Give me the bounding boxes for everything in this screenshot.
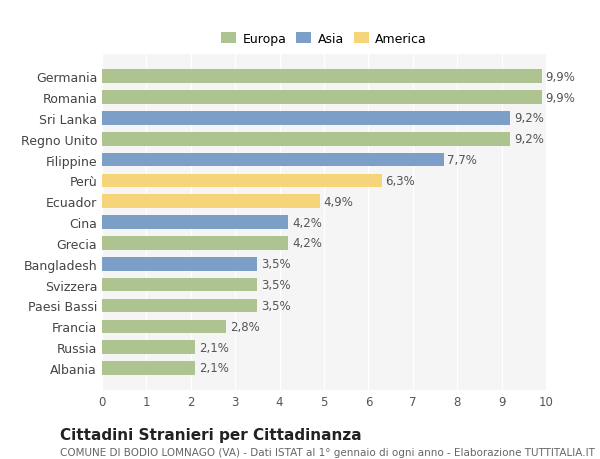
Text: COMUNE DI BODIO LOMNAGO (VA) - Dati ISTAT al 1° gennaio di ogni anno - Elaborazi: COMUNE DI BODIO LOMNAGO (VA) - Dati ISTA… — [60, 448, 595, 458]
Bar — [102, 299, 257, 313]
Text: 4,2%: 4,2% — [292, 237, 322, 250]
Bar — [102, 216, 289, 230]
Bar — [102, 174, 382, 188]
Text: 9,9%: 9,9% — [545, 91, 575, 104]
Bar — [102, 341, 195, 354]
Text: 2,8%: 2,8% — [230, 320, 260, 333]
Bar — [102, 278, 257, 292]
Text: 2,1%: 2,1% — [199, 341, 229, 354]
Text: 3,5%: 3,5% — [261, 257, 290, 271]
Text: 9,9%: 9,9% — [545, 71, 575, 84]
Bar — [102, 320, 226, 333]
Bar — [102, 153, 444, 167]
Bar — [102, 133, 511, 146]
Bar — [102, 237, 289, 250]
Text: 7,7%: 7,7% — [448, 154, 478, 167]
Text: 2,1%: 2,1% — [199, 362, 229, 375]
Text: 4,2%: 4,2% — [292, 216, 322, 229]
Text: 9,2%: 9,2% — [514, 112, 544, 125]
Text: Cittadini Stranieri per Cittadinanza: Cittadini Stranieri per Cittadinanza — [60, 427, 362, 442]
Bar — [102, 361, 195, 375]
Text: 6,3%: 6,3% — [385, 174, 415, 188]
Legend: Europa, Asia, America: Europa, Asia, America — [216, 28, 432, 51]
Text: 9,2%: 9,2% — [514, 133, 544, 146]
Text: 3,5%: 3,5% — [261, 299, 290, 312]
Text: 3,5%: 3,5% — [261, 279, 290, 291]
Bar — [102, 195, 320, 208]
Bar — [102, 91, 542, 105]
Bar — [102, 112, 511, 125]
Bar — [102, 70, 542, 84]
Text: 4,9%: 4,9% — [323, 196, 353, 208]
Bar — [102, 257, 257, 271]
